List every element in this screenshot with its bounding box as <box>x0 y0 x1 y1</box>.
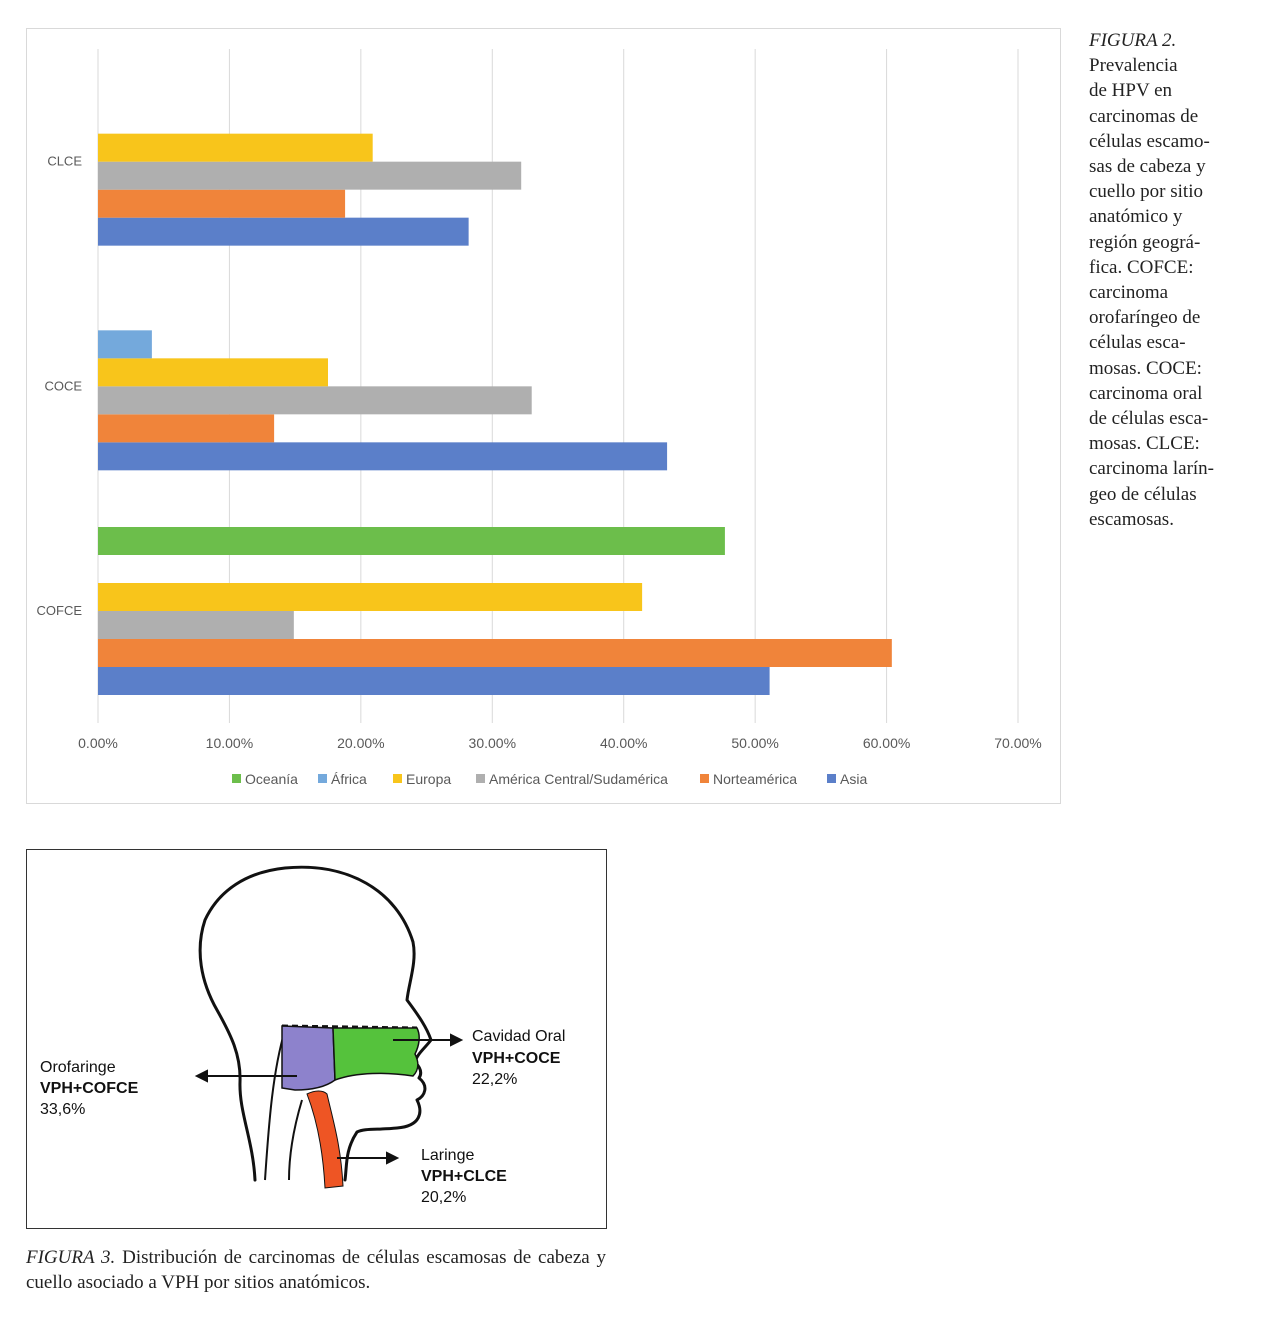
figure-2-caption-line: de HPV en <box>1089 80 1173 102</box>
figure-3-text: Distribución de carcinomas de células es… <box>26 1247 606 1293</box>
figure-3-label: FIGURA 3. <box>26 1247 116 1268</box>
figure-2-caption-line: carcinoma <box>1089 282 1169 304</box>
legend-swatch <box>827 774 836 783</box>
figure-2-caption-line: carcinomas de <box>1089 105 1199 127</box>
legend-swatch <box>393 774 402 783</box>
bar-coce-4 <box>98 330 152 359</box>
figure-2-caption-line: mosas. CLCE: <box>1089 433 1200 455</box>
figure-2-caption-line: geo de células <box>1089 483 1197 505</box>
bar-clce-3 <box>98 133 373 162</box>
bar-clce-0 <box>98 217 469 246</box>
arrow-orofaringe <box>194 1069 297 1083</box>
x-tick-label: 10.00% <box>206 735 253 751</box>
category-label: COFCE <box>37 603 83 618</box>
figure-2-caption-line: carcinoma larín- <box>1089 458 1215 480</box>
legend-label: Norteamérica <box>713 771 797 787</box>
x-tick-label: 50.00% <box>731 735 778 751</box>
bar-cofce-2 <box>98 611 294 639</box>
figure-3-caption: FIGURA 3. Distribución de carcinomas de … <box>26 1245 606 1295</box>
bar-clce-1 <box>98 189 346 218</box>
cavidad-oral-percent: 22,2% <box>472 1071 517 1088</box>
neck-line-left <box>264 1029 286 1181</box>
figure-2-text: Prevalencia de HPV en carcinomas de células… <box>1089 53 1239 532</box>
orofaringe-tag: VPH+COFCE <box>40 1080 139 1097</box>
bar-cofce-3 <box>98 583 643 611</box>
arrow-cavidad-oral <box>393 1033 464 1047</box>
laringe-percent: 20,2% <box>421 1189 466 1206</box>
bar-chart: 0.00% 10.00% 20.00% 30.00% 40.00% 50.00% 60.00… <box>37 49 1042 787</box>
head-neck-illustration: Orofaringe VPH+COFCE 33,6% Cavidad Oral … <box>40 865 565 1206</box>
laringe-tag: VPH+CLCE <box>421 1168 507 1185</box>
chart-container: 0.00% 10.00% 20.00% 30.00% 40.00% 50.00% 60.00… <box>26 28 1061 804</box>
figure-2-caption-line: orofaríngeo de <box>1089 307 1201 329</box>
laringe-region <box>306 1090 344 1189</box>
legend-label: Europa <box>406 771 451 787</box>
bar-coce-3 <box>98 358 328 387</box>
figure-2-label: FIGURA 2. <box>1089 30 1177 51</box>
x-tick-label: 30.00% <box>469 735 516 751</box>
neck-line-mid <box>288 1099 303 1181</box>
cavidad-oral-region <box>332 1027 420 1082</box>
legend-swatch <box>700 774 709 783</box>
figure-2-caption-line: de células esca- <box>1089 408 1209 430</box>
legend-label: Asia <box>840 771 867 787</box>
x-tick-label: 40.00% <box>600 735 647 751</box>
legend-label: América Central/Sudamérica <box>489 771 668 787</box>
cavidad-oral-label: Cavidad Oral <box>472 1028 565 1045</box>
x-tick-label: 20.00% <box>337 735 384 751</box>
bar-cofce-5 <box>98 527 725 555</box>
bar-coce-2 <box>98 386 532 415</box>
legend-swatch <box>476 774 485 783</box>
legend-swatch <box>318 774 327 783</box>
category-label: COCE <box>44 378 82 393</box>
anatomy-diagram: Orofaringe VPH+COFCE 33,6% Cavidad Oral … <box>26 849 607 1229</box>
figure-2-caption-line: fica. COFCE: <box>1089 256 1194 278</box>
category-label: CLCE <box>47 154 82 169</box>
figure-2-caption-line: células esca- <box>1089 332 1186 354</box>
bar-cofce-0 <box>98 667 770 695</box>
figure-2-caption-line: células escamo- <box>1089 130 1210 152</box>
x-tick-label: 70.00% <box>994 735 1041 751</box>
head-outline <box>198 865 433 1182</box>
orofaringe-region <box>281 1025 336 1091</box>
figure-2-caption-line: cuello por sitio <box>1089 181 1203 203</box>
laringe-label: Laringe <box>421 1147 474 1164</box>
figure-2-caption: FIGURA 2. Prevalencia de HPV en carcinomas… <box>1089 28 1239 532</box>
orofaringe-label: Orofaringe <box>40 1059 116 1076</box>
legend-label: África <box>331 771 367 787</box>
cavidad-oral-tag: VPH+COCE <box>472 1050 561 1067</box>
bar-coce-1 <box>98 414 275 443</box>
orofaringe-percent: 33,6% <box>40 1101 85 1118</box>
bar-clce-2 <box>98 161 522 190</box>
figure-2-caption-line: región geográ- <box>1089 231 1201 253</box>
x-tick-label: 60.00% <box>863 735 910 751</box>
figure-2-caption-line: sas de cabeza y <box>1089 156 1206 178</box>
legend-swatch <box>232 774 241 783</box>
arrow-laringe <box>337 1151 400 1165</box>
bar-cofce-1 <box>98 639 892 667</box>
figure-2-caption-line: Prevalencia <box>1089 55 1178 77</box>
legend-label: Oceanía <box>245 771 298 787</box>
figure-2-caption-line: mosas. COCE: <box>1089 357 1202 379</box>
figure-2-caption-line: anatómico y <box>1089 206 1183 228</box>
figure-2-caption-line: carcinoma oral <box>1089 382 1203 404</box>
figure-2-caption-line: escamosas. <box>1089 508 1174 530</box>
x-tick-label: 0.00% <box>78 735 118 751</box>
bar-coce-0 <box>98 442 668 471</box>
